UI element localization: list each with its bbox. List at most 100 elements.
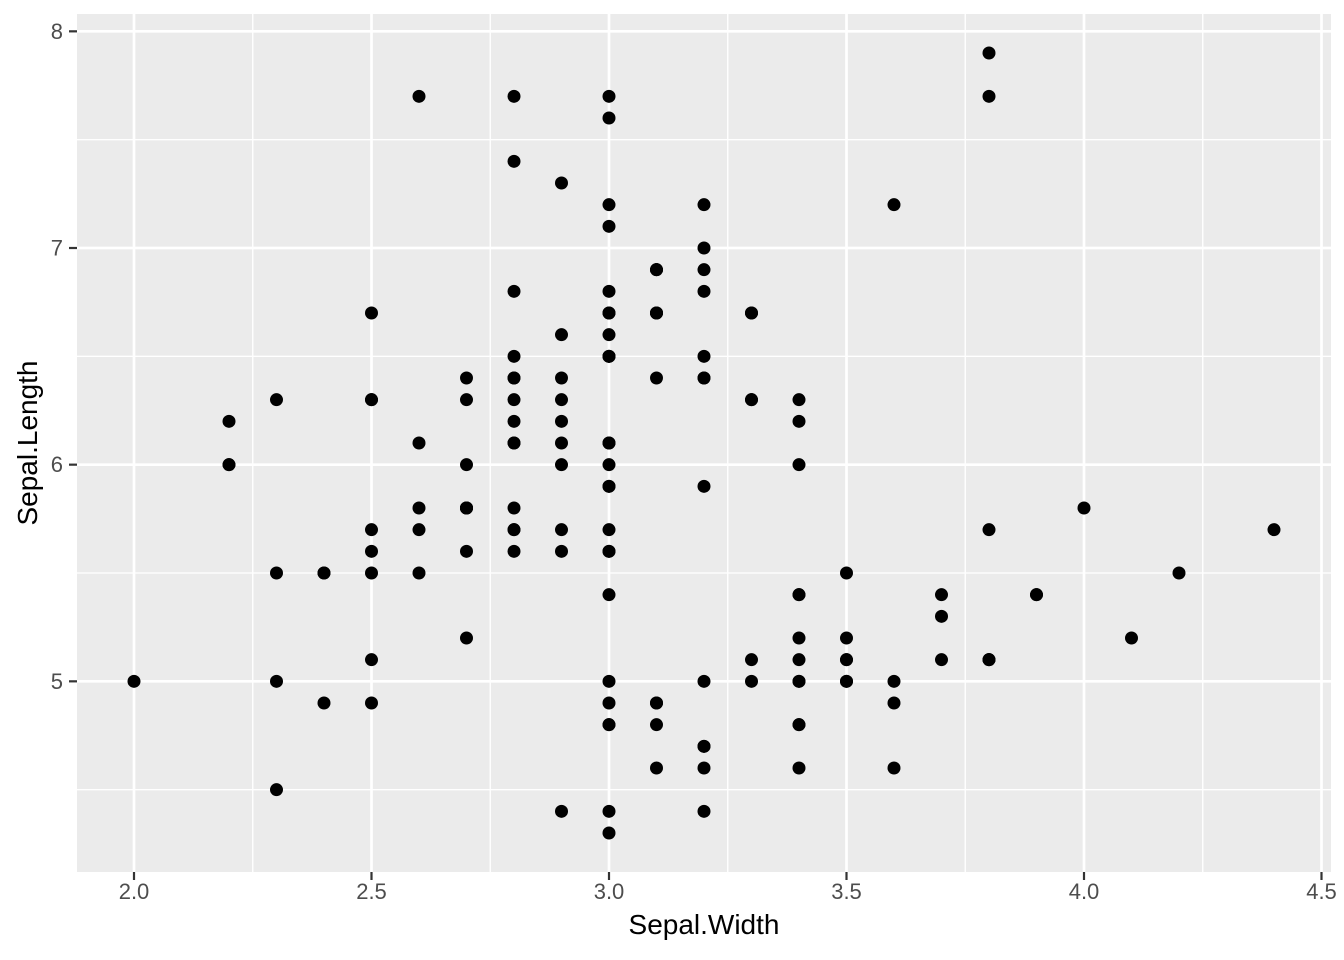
- data-point: [1030, 588, 1043, 602]
- data-point: [555, 458, 568, 472]
- data-point: [602, 718, 616, 732]
- data-point: [270, 783, 283, 797]
- data-point: [602, 544, 616, 558]
- data-point: [840, 653, 853, 667]
- data-point: [365, 306, 378, 320]
- data-point: [317, 566, 331, 580]
- data-point: [555, 804, 568, 818]
- data-point: [317, 696, 331, 710]
- data-point: [650, 306, 663, 320]
- data-point: [792, 718, 806, 732]
- data-point: [507, 414, 521, 428]
- data-point: [1267, 523, 1281, 537]
- y-tick-label: 6: [51, 452, 63, 477]
- data-point: [792, 588, 806, 602]
- x-tick-label: 3.0: [594, 879, 625, 904]
- data-point: [602, 111, 616, 125]
- data-point: [460, 393, 473, 407]
- data-point: [602, 306, 616, 320]
- data-point: [792, 458, 806, 472]
- data-point: [887, 198, 901, 212]
- data-point: [270, 674, 283, 688]
- data-point: [602, 328, 616, 342]
- data-point: [887, 674, 901, 688]
- data-point: [270, 393, 283, 407]
- y-tick-label: 8: [51, 19, 63, 44]
- data-point: [650, 718, 663, 732]
- data-point: [792, 653, 806, 667]
- data-point: [507, 371, 521, 385]
- data-point: [507, 349, 521, 363]
- y-tick-label: 5: [51, 669, 63, 694]
- data-point: [222, 414, 236, 428]
- data-point: [887, 696, 901, 710]
- data-point: [982, 89, 996, 103]
- data-point: [555, 371, 568, 385]
- data-point: [602, 826, 616, 840]
- data-point: [650, 696, 663, 710]
- data-point: [697, 371, 711, 385]
- y-axis-title: Sepal.Length: [12, 360, 43, 526]
- data-point: [792, 393, 806, 407]
- data-point: [697, 674, 711, 688]
- data-point: [602, 588, 616, 602]
- data-point: [412, 89, 426, 103]
- data-point: [460, 371, 473, 385]
- data-point: [792, 674, 806, 688]
- data-point: [412, 436, 426, 450]
- data-point: [1077, 501, 1091, 515]
- x-axis-title: Sepal.Width: [628, 909, 780, 940]
- data-point: [745, 393, 758, 407]
- data-point: [697, 479, 711, 493]
- data-point: [887, 761, 901, 775]
- data-point: [365, 653, 378, 667]
- data-point: [602, 219, 616, 233]
- data-point: [1172, 566, 1186, 580]
- data-point: [697, 349, 711, 363]
- data-point: [412, 566, 426, 580]
- data-point: [460, 458, 473, 472]
- data-point: [935, 653, 948, 667]
- data-point: [745, 653, 758, 667]
- x-tick-label: 4.5: [1306, 879, 1337, 904]
- data-point: [602, 436, 616, 450]
- data-point: [555, 176, 568, 190]
- data-point: [412, 523, 426, 537]
- x-tick-label: 2.0: [119, 879, 150, 904]
- data-point: [840, 674, 853, 688]
- data-point: [555, 328, 568, 342]
- data-point: [982, 653, 996, 667]
- x-tick-label: 3.5: [831, 879, 862, 904]
- data-point: [697, 284, 711, 298]
- data-point: [507, 154, 521, 168]
- data-point: [460, 501, 473, 515]
- data-point: [602, 284, 616, 298]
- data-point: [507, 284, 521, 298]
- data-point: [650, 263, 663, 277]
- data-point: [697, 804, 711, 818]
- data-point: [460, 631, 473, 645]
- data-point: [602, 349, 616, 363]
- data-point: [412, 501, 426, 515]
- data-point: [602, 479, 616, 493]
- data-point: [1125, 631, 1138, 645]
- data-point: [650, 371, 663, 385]
- data-point: [365, 566, 378, 580]
- data-point: [697, 198, 711, 212]
- data-point: [365, 523, 378, 537]
- data-point: [935, 609, 948, 623]
- y-tick-label: 7: [51, 236, 63, 261]
- data-point: [792, 631, 806, 645]
- data-point: [365, 544, 378, 558]
- data-point: [507, 523, 521, 537]
- data-point: [507, 436, 521, 450]
- data-point: [365, 393, 378, 407]
- data-point: [840, 631, 853, 645]
- data-point: [840, 566, 853, 580]
- data-point: [792, 414, 806, 428]
- data-point: [222, 458, 236, 472]
- data-point: [460, 544, 473, 558]
- data-point: [555, 523, 568, 537]
